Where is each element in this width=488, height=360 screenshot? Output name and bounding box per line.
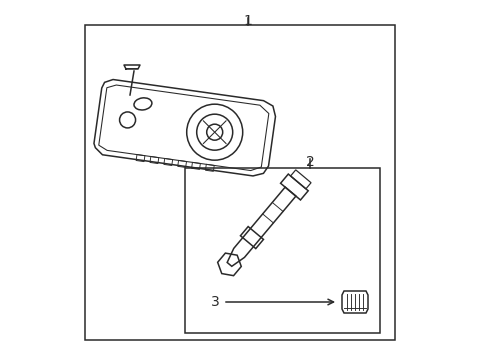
Bar (184, 168, 379, 333)
Text: 2: 2 (305, 155, 314, 169)
Bar (177, 161, 186, 167)
Bar (85, 25, 394, 340)
Bar (191, 162, 200, 170)
Text: 3: 3 (210, 295, 219, 309)
Text: 1: 1 (243, 14, 252, 28)
Bar (136, 154, 144, 162)
Bar (205, 164, 214, 171)
Bar (150, 157, 159, 163)
Bar (163, 158, 172, 166)
